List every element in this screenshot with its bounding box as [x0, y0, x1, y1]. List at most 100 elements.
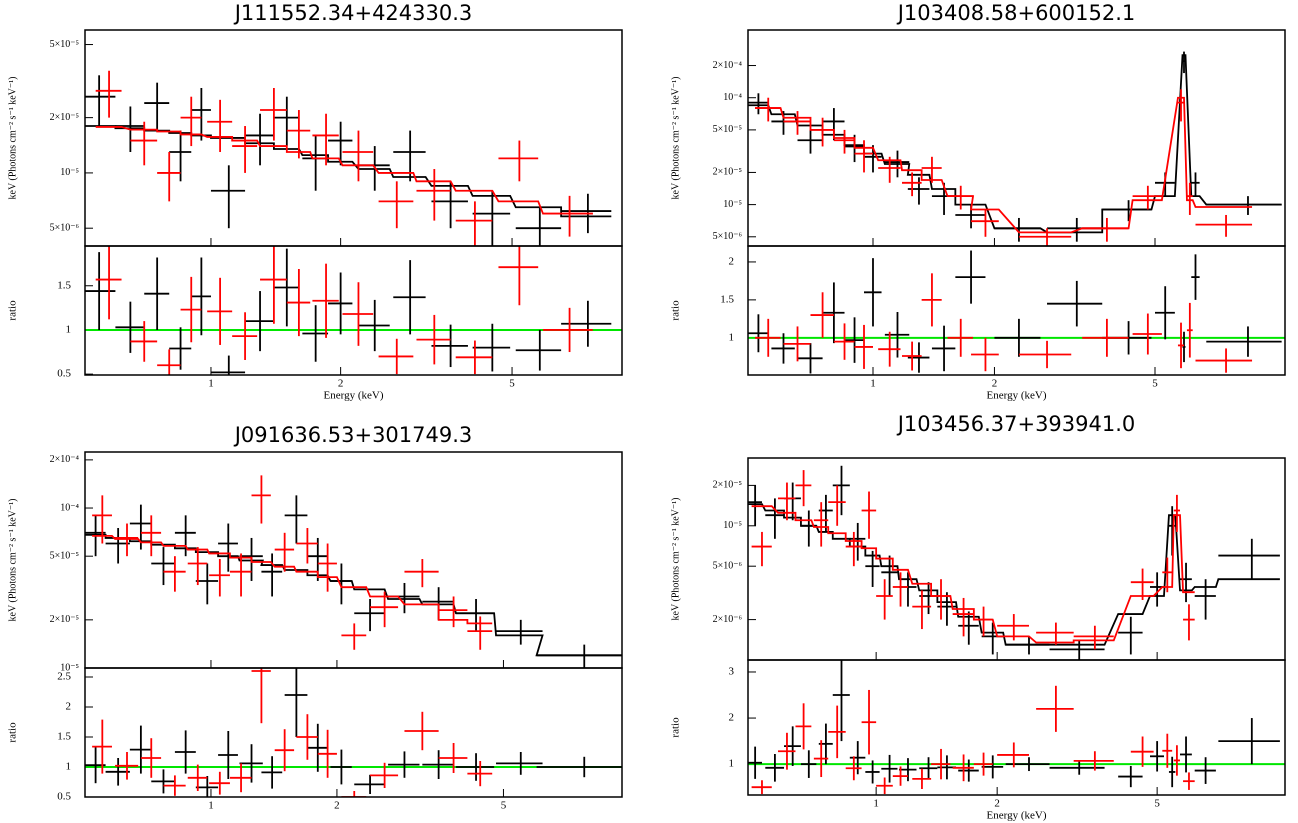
data-point — [994, 217, 1041, 242]
ratio-point — [751, 780, 772, 795]
data-point — [1194, 579, 1216, 620]
data-point — [416, 169, 451, 221]
data-point — [997, 614, 1029, 641]
ratio-point — [191, 257, 211, 336]
model-line — [85, 125, 612, 218]
ratio-axis-label: ratio — [670, 717, 682, 738]
data-point — [876, 579, 893, 620]
ratio-y-tick-label: 2.5 — [57, 671, 71, 683]
x-tick-label: 5 — [1154, 798, 1160, 810]
data-point — [1177, 89, 1184, 122]
x-axis-label: Energy (keV) — [987, 810, 1047, 822]
data-point — [845, 531, 862, 567]
data-point — [800, 510, 817, 547]
x-tick-label: 1 — [870, 378, 876, 390]
ratio-point — [416, 314, 451, 365]
x-tick-label: 1 — [208, 378, 214, 390]
ratio-point — [958, 759, 979, 782]
data-point — [1118, 616, 1143, 655]
ratio-plot — [748, 250, 1285, 374]
ratio-y-tick-label: 1.5 — [57, 279, 71, 291]
data-point — [438, 596, 468, 628]
y-tick-label: 5×10⁻⁵ — [50, 550, 79, 561]
data-point — [1182, 51, 1186, 74]
ratio-point — [370, 762, 399, 788]
ratio-point — [307, 723, 328, 772]
data-point — [536, 644, 622, 668]
ratio-point — [207, 277, 233, 345]
ratio-point — [245, 291, 274, 352]
ratio-point — [85, 252, 116, 330]
ratio-point — [1195, 348, 1253, 373]
data-point — [342, 130, 374, 182]
ratio-point — [876, 777, 893, 795]
ratio-point — [496, 752, 543, 775]
ratio-point — [1183, 772, 1195, 790]
ratio-point — [833, 323, 855, 360]
ratio-point — [797, 343, 823, 374]
ratio-point — [129, 725, 152, 774]
ratio-point — [273, 248, 299, 327]
ratio-y-tick-label: 0.5 — [57, 368, 71, 380]
ratio-point — [187, 764, 208, 791]
data-point — [797, 129, 823, 154]
model-line — [748, 54, 1282, 234]
ratio-point — [169, 327, 192, 370]
data-point — [195, 563, 219, 605]
ratio-point — [800, 750, 817, 778]
ratio-point — [239, 744, 263, 783]
data-point — [370, 591, 399, 628]
data-point — [1073, 625, 1114, 650]
data-point — [274, 532, 295, 572]
data-point — [273, 96, 299, 147]
data-point — [795, 470, 812, 507]
x-tick-label: 2 — [992, 378, 998, 390]
ratio-point — [994, 318, 1041, 357]
ratio-point — [899, 758, 917, 782]
data-point — [232, 126, 258, 173]
y-axis-label: keV (Photons cm⁻² s⁻¹ keV⁻¹) — [7, 499, 18, 622]
model-line — [92, 534, 493, 625]
ratio-point — [209, 771, 230, 795]
ratio-point — [95, 246, 122, 320]
ratio-point — [328, 272, 353, 335]
y-tick-label: 2×10⁻⁴ — [50, 454, 80, 465]
ratio-point — [1168, 756, 1176, 788]
y-tick-label: 10⁻⁴ — [723, 92, 742, 103]
y-tick-label: 10⁻⁵ — [723, 199, 742, 210]
ratio-point — [755, 318, 781, 357]
y-axis-label: keV (Photons cm⁻² s⁻¹ keV⁻¹) — [670, 77, 681, 200]
data-point — [1162, 557, 1173, 593]
data-point — [1036, 622, 1074, 645]
data-point — [778, 482, 796, 521]
ratio-point — [844, 317, 865, 363]
ratio-point — [765, 753, 785, 782]
ratio-frame — [747, 245, 1286, 376]
data-point — [832, 465, 850, 516]
y-tick-label: 10⁻⁴ — [60, 502, 79, 513]
data-point — [971, 209, 999, 237]
ratio-point — [1182, 331, 1186, 363]
y-tick-label: 2×10⁻⁵ — [713, 167, 742, 178]
ratio-point — [302, 305, 329, 362]
data-point — [543, 195, 593, 237]
ratio-point — [1132, 313, 1162, 355]
y-axis-label: keV (Photons cm⁻² s⁻¹ keV⁻¹) — [7, 77, 18, 200]
data-point — [187, 547, 208, 586]
ratio-point — [912, 768, 932, 790]
y-tick-label: 5×10⁻⁶ — [713, 231, 743, 242]
ratio-point — [1191, 254, 1200, 300]
data-point — [431, 181, 468, 229]
data-point — [163, 556, 186, 592]
data-point — [854, 140, 873, 173]
data-point — [1005, 636, 1050, 655]
y-tick-label: 2×10⁻⁶ — [713, 614, 743, 625]
ratio-point — [144, 257, 170, 330]
ratio-point — [845, 756, 862, 781]
data-point — [496, 619, 543, 645]
ratio-point — [1049, 760, 1105, 775]
ratio-point — [828, 705, 846, 759]
data-point — [958, 611, 979, 645]
ratio-point — [854, 324, 873, 369]
